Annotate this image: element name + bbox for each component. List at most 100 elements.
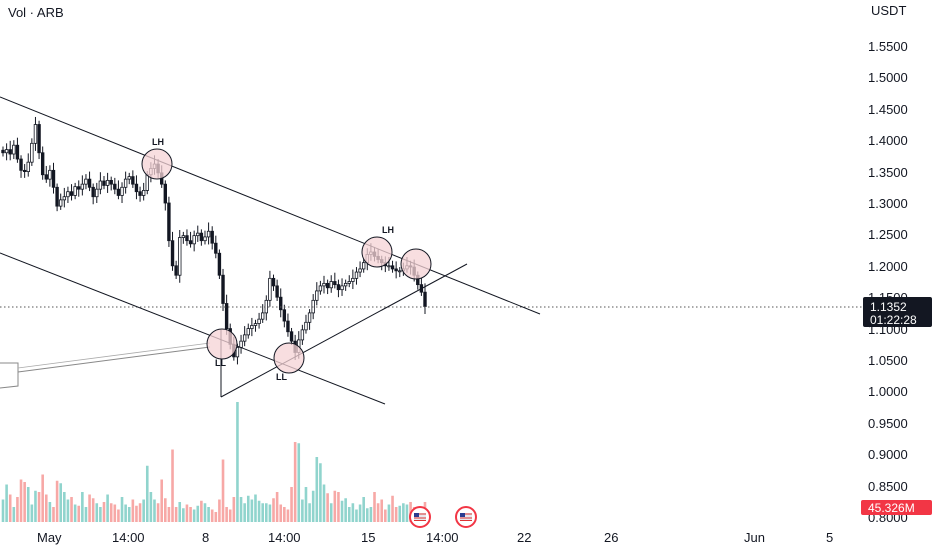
candle <box>304 314 308 334</box>
upper-channel-line[interactable] <box>0 96 541 315</box>
candle <box>199 229 204 246</box>
volume-bar <box>337 492 340 522</box>
volume-bar <box>34 490 37 522</box>
volume-bar <box>8 494 12 522</box>
candle <box>210 226 214 250</box>
candle <box>51 162 56 194</box>
volume-bar <box>88 494 91 522</box>
drawings-layer[interactable] <box>0 96 862 528</box>
time-tick-label: 15 <box>361 530 375 545</box>
candle <box>271 274 276 291</box>
candle <box>361 258 366 273</box>
candle <box>87 171 92 192</box>
volume-bar <box>91 498 95 522</box>
candle <box>55 183 59 212</box>
volume-bar <box>1 499 5 522</box>
volume-bar <box>48 502 52 522</box>
time-tick-label: May <box>37 530 62 545</box>
volume-bar <box>55 480 59 522</box>
annotation-ll-1: LL <box>215 358 226 368</box>
volume-bar <box>145 465 149 522</box>
candle <box>102 175 106 190</box>
candle <box>318 280 323 295</box>
volume-bar <box>142 499 145 522</box>
volume-bar <box>272 498 275 522</box>
time-axis[interactable]: May 14:00 8 14:00 15 14:00 22 26 Jun 5 <box>37 530 833 545</box>
volume-bar <box>149 492 153 522</box>
time-tick-label: 22 <box>517 530 531 545</box>
candle <box>217 249 222 279</box>
candle <box>423 283 427 315</box>
candle <box>307 309 312 330</box>
volume-bar <box>351 503 355 522</box>
candle <box>98 172 103 195</box>
candle <box>33 116 38 151</box>
price-tick-label: 0.9000 <box>868 447 908 462</box>
volume-bar <box>405 504 409 522</box>
volume-bar <box>167 507 171 522</box>
volume-bar <box>246 495 250 522</box>
candle <box>105 172 110 193</box>
currency-label: USDT <box>871 3 906 18</box>
pivot-marker-circle[interactable] <box>361 236 393 268</box>
volume-bar <box>344 498 347 522</box>
pivot-marker-circle[interactable] <box>400 248 432 280</box>
volume-bar <box>376 503 380 522</box>
candle <box>8 140 12 161</box>
price-tick-label: 1.0000 <box>868 384 908 399</box>
volume-bar <box>373 492 376 522</box>
volume-bar <box>117 509 120 522</box>
volume-bar <box>124 504 127 522</box>
candle <box>141 182 146 201</box>
pivot-marker-circle[interactable] <box>206 328 238 360</box>
candle <box>224 294 229 335</box>
volume-bar <box>127 507 131 522</box>
volume-bar <box>95 503 99 522</box>
pivot-marker-circle[interactable] <box>141 148 173 180</box>
candle <box>221 268 225 312</box>
volume-bar <box>77 505 81 522</box>
candle <box>347 275 351 288</box>
volume-bar <box>19 479 23 522</box>
candle <box>1 146 5 157</box>
volume-bar <box>355 509 358 522</box>
us-event-icon[interactable] <box>409 506 431 528</box>
volume-bar <box>16 497 19 522</box>
candle <box>4 143 9 161</box>
price-tick-label: 0.8500 <box>868 479 908 494</box>
pivot-marker-circle[interactable] <box>273 342 305 374</box>
volume-bar <box>290 487 293 522</box>
support-trendline[interactable] <box>220 263 468 398</box>
volume-bar <box>44 494 48 522</box>
candle <box>196 225 200 242</box>
candle <box>127 172 131 185</box>
volume-bar <box>66 499 70 522</box>
candle <box>250 317 254 337</box>
volume-bar <box>109 503 113 522</box>
candle <box>22 164 27 178</box>
candle <box>134 175 139 200</box>
price-tick-label: 1.3000 <box>868 196 908 211</box>
candle <box>123 171 128 194</box>
candle <box>358 261 362 278</box>
time-tick-label: 14:00 <box>112 530 145 545</box>
volume-bar <box>365 508 369 522</box>
us-event-icon[interactable] <box>455 506 477 528</box>
candle <box>62 187 67 208</box>
volume-bar <box>63 492 66 522</box>
candle <box>315 282 319 306</box>
volume-bar <box>239 497 243 522</box>
volume-bar <box>311 490 315 522</box>
lower-channel-line[interactable] <box>0 252 386 405</box>
volume-bar <box>319 463 322 522</box>
time-tick-label: 14:00 <box>426 530 459 545</box>
volume-bar <box>174 507 178 522</box>
candle <box>116 180 121 200</box>
candle <box>80 175 85 196</box>
volume-bar <box>5 484 8 522</box>
volume-bar <box>347 507 351 522</box>
candle <box>206 222 211 245</box>
callout-pointer <box>17 346 211 373</box>
